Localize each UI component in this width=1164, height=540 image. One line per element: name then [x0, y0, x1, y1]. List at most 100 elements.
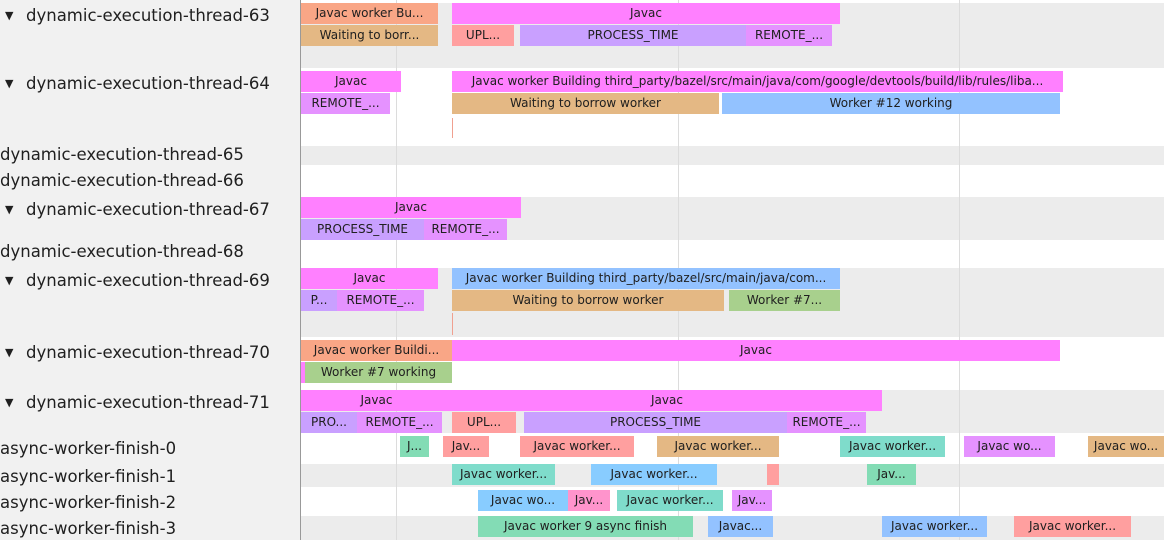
track-name: dynamic-execution-thread-71 [26, 393, 270, 412]
track-name: dynamic-execution-thread-70 [26, 343, 270, 362]
slice[interactable]: J... [400, 436, 429, 457]
slice[interactable]: Javac worker Building third_party/bazel/… [452, 71, 1063, 92]
slice[interactable]: Jav... [568, 490, 610, 511]
track-label[interactable]: async-worker-finish-3 [0, 513, 300, 540]
track-name: async-worker-finish-1 [0, 467, 177, 486]
slice[interactable]: Javac worker... [882, 516, 987, 537]
slice[interactable]: PROCESS_TIME [524, 412, 787, 433]
slice[interactable]: Javac worker 9 async finish [478, 516, 693, 537]
time-gridline [959, 0, 960, 540]
slice[interactable]: Javac worker... [591, 464, 717, 485]
track-async-worker-finish-2: async-worker-finish-2 [0, 487, 1164, 513]
track-label[interactable]: ▼ dynamic-execution-thread-71 [0, 387, 300, 433]
track-async-worker-finish-1: async-worker-finish-1 [0, 461, 1164, 487]
track-name: dynamic-execution-thread-63 [26, 6, 270, 25]
track-label[interactable]: dynamic-execution-thread-68 [0, 240, 300, 265]
collapse-arrow-icon[interactable]: ▼ [5, 274, 14, 287]
slice[interactable]: Worker #7... [729, 290, 840, 311]
track-lane [301, 243, 1164, 265]
slice[interactable]: Javac [452, 3, 840, 24]
slice[interactable]: Javac [301, 268, 438, 289]
slice[interactable]: REMOTE_... [357, 412, 442, 433]
collapse-arrow-icon[interactable]: ▼ [5, 9, 14, 22]
collapse-arrow-icon[interactable]: ▼ [5, 203, 14, 216]
slice[interactable]: Javac worker Building third_party/bazel/… [452, 268, 840, 289]
slice[interactable]: UPL... [452, 412, 516, 433]
track-dynamic-execution-thread-67: ▼ dynamic-execution-thread-67 [0, 194, 1164, 240]
collapse-arrow-icon[interactable]: ▼ [5, 77, 14, 90]
collapse-arrow-icon[interactable]: ▼ [5, 346, 14, 359]
slice[interactable]: PROCESS_TIME [520, 25, 746, 46]
track-dynamic-execution-thread-68: dynamic-execution-thread-68 [0, 240, 1164, 265]
slice[interactable]: Javac worker... [520, 436, 634, 457]
flow-line [452, 313, 453, 335]
slice[interactable]: Javac worker Buildi... [301, 340, 452, 361]
slice[interactable]: Javac worker... [1014, 516, 1131, 537]
track-name: async-worker-finish-0 [0, 439, 177, 458]
slice[interactable]: Javac [452, 390, 882, 411]
slice[interactable] [301, 362, 305, 383]
track-name: dynamic-execution-thread-65 [0, 145, 244, 164]
collapse-arrow-icon[interactable]: ▼ [5, 396, 14, 409]
track-label[interactable]: dynamic-execution-thread-66 [0, 165, 300, 194]
track-dynamic-execution-thread-66: dynamic-execution-thread-66 [0, 165, 1164, 194]
track-name: dynamic-execution-thread-68 [0, 242, 244, 261]
track-name: dynamic-execution-thread-66 [0, 171, 244, 190]
slice[interactable]: Javac wo... [964, 436, 1055, 457]
track-name: dynamic-execution-thread-67 [26, 200, 270, 219]
slice[interactable]: REMOTE_... [337, 290, 424, 311]
slice[interactable]: Javac worker... [657, 436, 779, 457]
track-lane [301, 464, 1164, 487]
track-label[interactable]: async-worker-finish-0 [0, 433, 300, 461]
track-dynamic-execution-thread-65: dynamic-execution-thread-65 [0, 143, 1164, 165]
slice[interactable]: REMOTE_... [787, 412, 866, 433]
track-async-worker-finish-0: async-worker-finish-0 [0, 433, 1164, 461]
track-label[interactable]: async-worker-finish-2 [0, 487, 300, 513]
slice[interactable]: Waiting to borr... [301, 25, 438, 46]
track-label[interactable]: ▼ dynamic-execution-thread-63 [0, 0, 300, 68]
track-dynamic-execution-thread-70: ▼ dynamic-execution-thread-70 [0, 337, 1164, 387]
slice[interactable] [767, 464, 779, 485]
slice[interactable]: UPL... [452, 25, 514, 46]
track-label[interactable]: ▼ dynamic-execution-thread-64 [0, 68, 300, 143]
track-dynamic-execution-thread-63: ▼ dynamic-execution-thread-63 [0, 0, 1164, 68]
track-label[interactable]: dynamic-execution-thread-65 [0, 143, 300, 165]
slice[interactable]: Javac wo... [1088, 436, 1164, 457]
track-name: dynamic-execution-thread-64 [26, 74, 270, 93]
slice[interactable]: Javac worker... [840, 436, 945, 457]
slice[interactable]: Javac [301, 71, 401, 92]
slice[interactable]: Javac worker... [452, 464, 555, 485]
track-dynamic-execution-thread-64: ▼ dynamic-execution-thread-64 [0, 68, 1164, 143]
track-name: async-worker-finish-2 [0, 493, 177, 512]
track-label[interactable]: async-worker-finish-1 [0, 461, 300, 487]
slice[interactable]: Javac worker... [617, 490, 723, 511]
slice[interactable]: PROCESS_TIME [301, 219, 424, 240]
slice[interactable]: Javac wo... [478, 490, 568, 511]
slice[interactable]: PRO... [301, 412, 357, 433]
slice[interactable]: Worker #12 working [722, 93, 1060, 114]
slice[interactable]: Waiting to borrow worker [452, 93, 719, 114]
slice[interactable]: REMOTE_... [746, 25, 832, 46]
slice[interactable]: REMOTE_... [424, 219, 507, 240]
track-name: async-worker-finish-3 [0, 519, 177, 538]
track-shell-divider[interactable] [300, 0, 301, 540]
slice[interactable]: Jav... [443, 436, 489, 457]
track-label[interactable]: ▼ dynamic-execution-thread-67 [0, 194, 300, 240]
slice[interactable]: Javac [301, 390, 452, 411]
slice[interactable]: Jav... [867, 464, 916, 485]
track-label[interactable]: ▼ dynamic-execution-thread-70 [0, 337, 300, 387]
flow-line [452, 118, 453, 138]
slice[interactable]: Javac [301, 197, 521, 218]
slice[interactable]: REMOTE_... [301, 93, 390, 114]
slice[interactable]: Javac worker Bu... [301, 3, 438, 24]
slice[interactable]: P... [301, 290, 337, 311]
slice[interactable]: Javac [452, 340, 1060, 361]
track-name: dynamic-execution-thread-69 [26, 271, 270, 290]
slice[interactable]: Waiting to borrow worker [452, 290, 724, 311]
slice[interactable]: Javac... [708, 516, 773, 537]
track-label[interactable]: ▼ dynamic-execution-thread-69 [0, 265, 300, 337]
track-lane [301, 168, 1164, 194]
slice[interactable]: Jav... [732, 490, 772, 511]
slice[interactable]: Worker #7 working [305, 362, 452, 383]
track-lane [301, 146, 1164, 165]
